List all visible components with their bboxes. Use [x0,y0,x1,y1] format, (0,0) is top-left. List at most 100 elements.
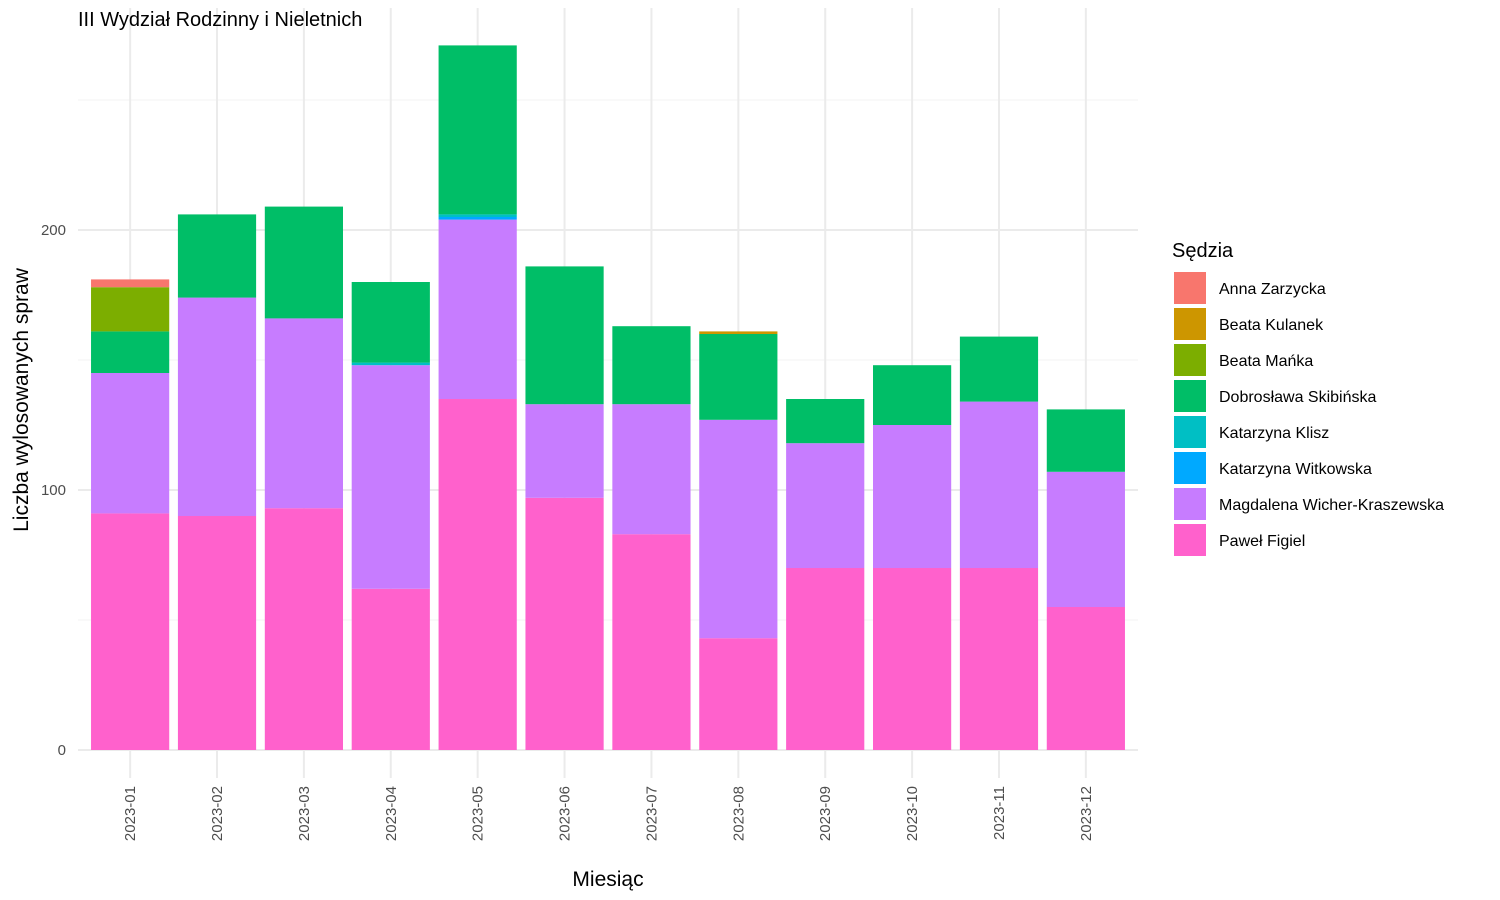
bar-segment [91,279,170,288]
bar-segment [438,214,517,217]
bar-segment [959,568,1039,750]
bar-segment [1046,607,1125,750]
bar-segment [699,331,778,334]
legend-item: Anna Zarzycka [1172,270,1326,306]
legend-swatch-border [1172,270,1208,306]
bar-segment [177,516,257,750]
legend-label: Paweł Figiel [1219,533,1305,550]
legend-label: Beata Kulanek [1219,317,1324,334]
bar-stack-2023-05 [438,45,517,750]
chart-title: III Wydział Rodzinny i Nieletnich [78,9,362,31]
bar-segment [959,401,1039,568]
x-axis-ticks: 2023-01 2023-02 2023-03 2023-04 2023-05 2023-… [122,786,1095,841]
bar-stack-2023-06 [525,266,604,750]
bar-stack-2023-04 [351,282,430,750]
bar-segment [699,419,778,639]
legend-swatch [1173,415,1207,449]
bar-segment [264,318,343,509]
legend-swatch-border [1172,486,1208,522]
bar-segment [786,568,865,750]
bar-stack-2023-03 [264,206,343,750]
x-tick-label: 2023-06 [557,786,574,841]
bar-segment [438,219,517,399]
bar-segment [525,404,604,498]
legend-item: Beata Kulanek [1172,306,1324,342]
bar-segment [91,331,170,373]
legend-item: Dobrosława Skibińska [1172,378,1377,414]
bar-segment [873,425,952,568]
bar-segment [177,297,257,516]
legend-label: Magdalena Wicher-Kraszewska [1219,497,1444,514]
legend-label: Beata Mańka [1219,353,1313,370]
legend-swatch-border [1172,414,1208,450]
legend-item: Paweł Figiel [1172,522,1305,558]
legend-item: Magdalena Wicher-Kraszewska [1172,486,1444,522]
legend-swatch [1173,379,1207,413]
x-tick-label: 2023-02 [209,786,226,841]
bar-stack-2023-07 [612,326,691,750]
bar-segment [873,365,952,425]
x-tick-label: 2023-01 [122,786,139,841]
bar-stack-2023-09 [786,399,865,750]
bar-segment [786,443,865,568]
bar-segment [351,282,430,363]
legend-title: Sędzia [1172,240,1234,262]
bar-segment [612,534,691,750]
y-axis-ticks: 0 100 200 [41,222,66,759]
x-tick-label: 2023-12 [1078,786,1095,841]
bar-segment [438,399,517,750]
x-tick-label: 2023-03 [296,786,313,841]
legend-item: Katarzyna Klisz [1172,414,1329,450]
bar-segment [91,287,170,332]
legend-swatch [1173,343,1207,377]
bar-segment [438,217,517,220]
legend-swatch-border [1172,306,1208,342]
bar-segment [612,326,691,405]
bar-stack-2023-10 [873,365,952,750]
bar-stacks [91,45,1125,750]
bar-segment [699,334,778,420]
legend-swatch [1173,271,1207,305]
legend-swatch [1173,451,1207,485]
x-tick-label: 2023-07 [643,786,660,841]
legend-item: Beata Mańka [1172,342,1313,378]
bar-stack-2023-11 [959,336,1039,750]
x-tick-label: 2023-04 [383,786,400,841]
legend-swatch [1173,487,1207,521]
x-tick-label: 2023-11 [991,786,1008,840]
bar-segment [959,336,1039,402]
bar-segment [264,206,343,319]
legend-label: Dobrosława Skibińska [1219,389,1377,406]
legend-swatch [1173,523,1207,557]
bar-stack-2023-01 [91,279,170,750]
legend-swatch-border [1172,450,1208,486]
bar-stack-2023-12 [1046,409,1125,750]
y-axis-title: Liczba wylosowanych spraw [10,267,33,532]
x-tick-label: 2023-10 [904,786,921,841]
legend-items: Anna Zarzycka Beata Kulanek Beata Mańka Dob… [1172,270,1444,558]
bar-stack-2023-08 [699,331,778,750]
bar-segment [525,497,604,750]
bar-segment [177,214,257,298]
bar-segment [438,45,517,215]
x-tick-label: 2023-08 [730,786,747,841]
bar-segment [91,373,170,514]
x-axis-title: Miesiąc [572,868,643,891]
legend: Sędzia Anna Zarzycka Beata Kulanek Beata M… [1172,240,1444,558]
x-tick-label: 2023-09 [817,786,834,841]
bar-segment [1046,471,1125,607]
legend-label: Katarzyna Witkowska [1219,461,1372,478]
bar-segment [525,266,604,405]
bar-segment [1046,409,1125,472]
bar-stack-2023-02 [177,214,257,750]
bar-segment [351,588,430,750]
legend-label: Katarzyna Klisz [1219,425,1329,442]
legend-label: Anna Zarzycka [1219,281,1326,298]
bar-segment [873,568,952,750]
y-tick-label: 200 [41,222,66,239]
legend-swatch-border [1172,522,1208,558]
bar-segment [612,404,691,535]
x-tick-label: 2023-05 [470,786,487,841]
bar-segment [786,399,865,444]
